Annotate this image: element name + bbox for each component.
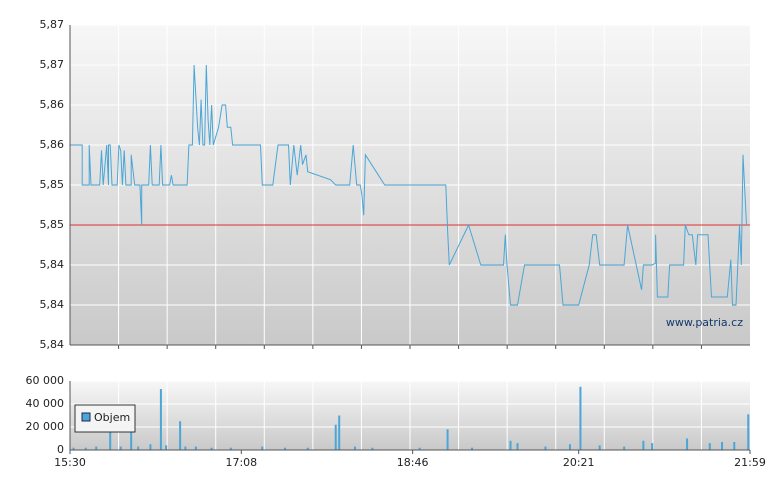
volume-bar [109,427,112,450]
volume-bar [544,446,547,450]
x-tick-label: 17:08 [225,456,257,469]
volume-bar [733,441,736,450]
volume-bar [353,446,356,450]
y-tick-label: 60 000 [26,374,65,387]
volume-bar [306,447,309,450]
volume-bar [334,424,337,450]
y-tick-label: 5,86 [40,138,65,151]
y-tick-label: 0 [57,443,64,456]
volume-bar [184,446,187,450]
price-line [70,64,747,306]
volume-bar [261,446,264,450]
volume-bar [446,429,449,450]
volume-bar [471,447,474,450]
legend-label: Objem [94,411,130,424]
volume-bar [721,441,724,450]
volume-bar [165,445,168,450]
x-tick-label: 21:59 [734,456,766,469]
volume-bar [130,427,133,450]
volume-bar [229,447,232,450]
y-tick-label: 5,85 [40,178,65,191]
volume-bar [284,447,287,450]
volume-bar [418,447,421,450]
x-tick-label: 18:46 [397,456,429,469]
volume-bar [119,446,122,450]
volume-bar [642,440,645,450]
volume-bar [516,443,519,450]
y-tick-label: 5,84 [40,338,65,351]
y-tick-label: 5,84 [40,298,65,311]
x-tick-label: 20:21 [563,456,595,469]
volume-bar [137,446,140,450]
x-tick-label: 15:30 [54,456,86,469]
volume-bar [210,447,213,450]
volume-bar [72,447,75,450]
legend-swatch [81,412,91,422]
volume-bar [149,444,152,450]
volume-bar [179,421,182,450]
volume-bar [194,446,197,450]
volume-bar [686,438,689,450]
y-tick-label: 5,85 [40,218,65,231]
watermark: www.patria.cz [666,316,743,329]
volume-bar [651,443,654,450]
volume-bar [623,446,626,450]
y-tick-label: 5,84 [40,258,65,271]
y-tick-label: 40 000 [26,397,65,410]
volume-bar [747,414,750,450]
y-tick-label: 5,87 [40,58,65,71]
volume-bar [579,386,582,450]
y-tick-label: 5,87 [40,18,65,31]
legend-box [74,404,136,433]
volume-bar [371,447,374,450]
volume-bar [338,415,341,450]
volume-bar [84,447,87,450]
volume-bar [509,440,512,450]
volume-bar [708,443,711,450]
legend: Objem [74,404,136,433]
volume-bar [95,446,98,450]
volume-bar [159,389,162,450]
volume-bar [598,445,601,450]
y-tick-label: 20 000 [26,420,65,433]
volume-bar [568,444,571,450]
y-tick-label: 5,86 [40,98,65,111]
